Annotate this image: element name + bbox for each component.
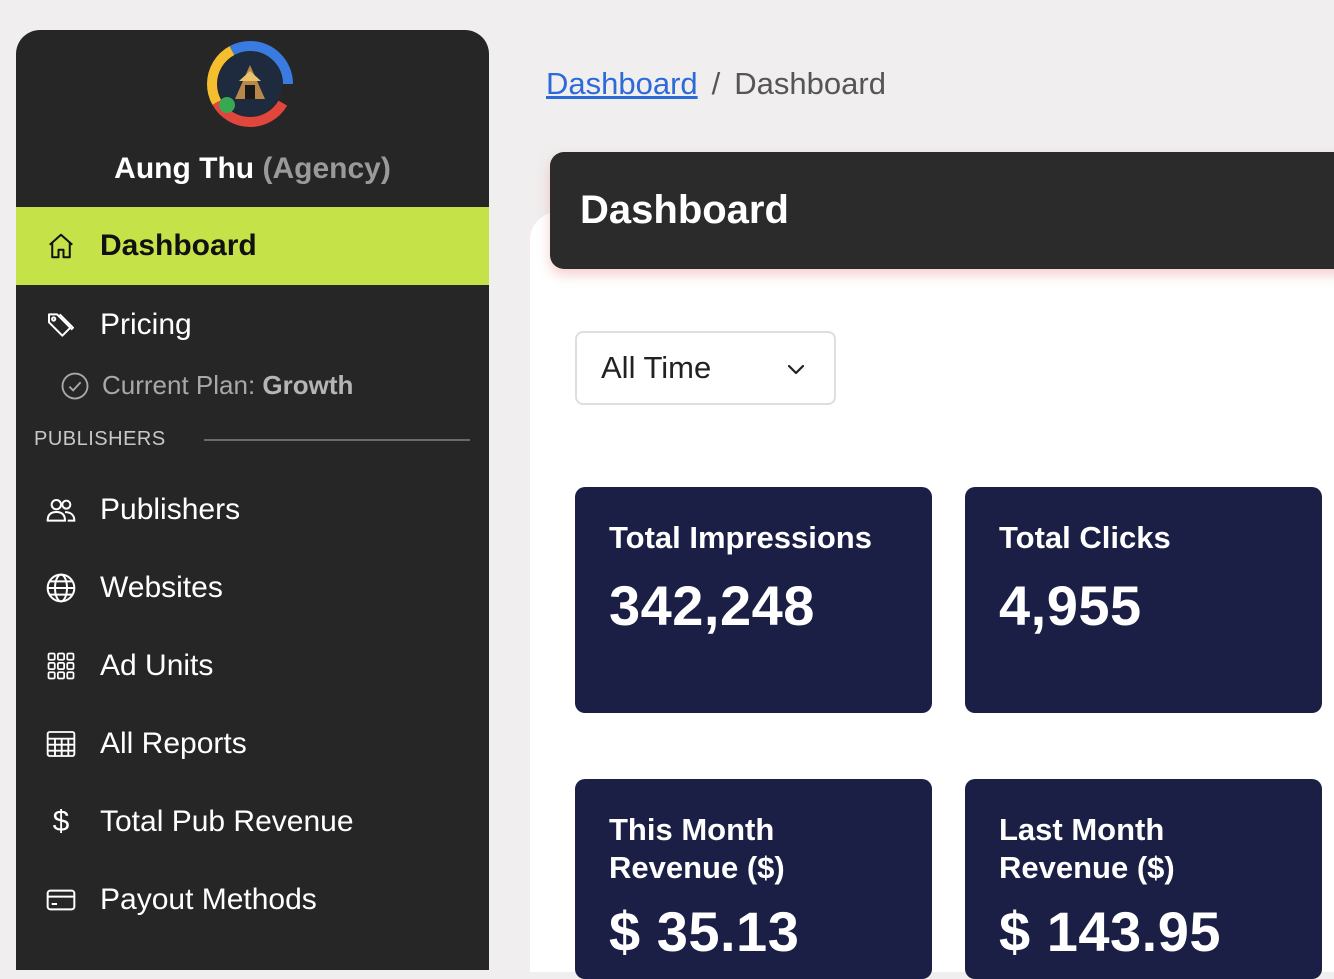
sidebar-item-ad-units[interactable]: Ad Units xyxy=(16,627,489,705)
stat-value: $ 35.13 xyxy=(609,900,800,963)
sidebar-item-label: Publishers xyxy=(100,493,241,526)
stat-label: Total Clicks xyxy=(999,520,1171,555)
plan-name: Growth xyxy=(262,370,354,400)
sidebar-item-label: Dashboard xyxy=(100,229,257,262)
grid-icon xyxy=(44,649,78,683)
stat-card-total-impressions: Total Impressions 342,248 xyxy=(575,487,932,713)
sidebar-item-label: Websites xyxy=(100,571,223,604)
stat-label-line2: Revenue ($) xyxy=(999,850,1175,885)
stat-card-total-clicks: Total Clicks 4,955 xyxy=(965,487,1322,713)
dollar-icon: $ xyxy=(52,805,70,838)
stat-label: Total Impressions xyxy=(609,520,872,555)
time-range-select[interactable]: All Time xyxy=(575,331,836,405)
check-circle-icon xyxy=(60,371,90,401)
stat-value: 4,955 xyxy=(999,574,1142,637)
sidebar-item-label: Total Pub Revenue xyxy=(100,805,354,838)
page-header: Dashboard xyxy=(550,152,1334,269)
chevron-down-icon xyxy=(787,364,805,375)
tag-icon xyxy=(44,308,78,342)
stat-label-line1: This Month xyxy=(609,812,775,847)
breadcrumb-separator: / xyxy=(711,66,721,101)
page-title: Dashboard xyxy=(580,188,789,232)
user-name: Aung Thu (Agency) xyxy=(16,152,489,186)
breadcrumb: Dashboard / Dashboard xyxy=(546,66,886,102)
user-role: (Agency) xyxy=(262,152,391,185)
sidebar-item-dashboard[interactable]: Dashboard xyxy=(16,207,489,285)
sidebar-item-pricing[interactable]: Pricing xyxy=(16,286,489,364)
section-heading-publishers: PUBLISHERS xyxy=(34,428,166,450)
sidebar-item-payout-methods[interactable]: Payout Methods xyxy=(16,861,489,939)
agency-avatar[interactable] xyxy=(207,41,293,127)
stat-card-last-month-revenue: Last Month Revenue ($) $ 143.95 xyxy=(965,779,1322,979)
sidebar-item-total-pub-revenue[interactable]: $ Total Pub Revenue xyxy=(16,783,489,861)
stat-label-line2: Revenue ($) xyxy=(609,850,785,885)
plan-prefix: Current Plan: xyxy=(102,370,256,400)
sidebar: Aung Thu (Agency) Dashboard Pricing Curr… xyxy=(16,30,489,970)
user-name-text: Aung Thu xyxy=(114,152,255,185)
stat-card-this-month-revenue: This Month Revenue ($) $ 35.13 xyxy=(575,779,932,979)
time-range-value: All Time xyxy=(601,350,712,385)
sidebar-item-all-reports[interactable]: All Reports xyxy=(16,705,489,783)
credit-card-icon xyxy=(44,883,78,917)
globe-icon xyxy=(44,571,78,605)
sidebar-item-label: Ad Units xyxy=(100,649,214,682)
sidebar-item-label: All Reports xyxy=(100,727,247,760)
stat-value: 342,248 xyxy=(609,574,815,637)
section-divider xyxy=(204,439,470,441)
stat-label-line1: Last Month xyxy=(999,812,1165,847)
breadcrumb-link-dashboard[interactable]: Dashboard xyxy=(546,66,698,101)
table-icon xyxy=(44,727,78,761)
sidebar-item-publishers[interactable]: Publishers xyxy=(16,471,489,549)
current-plan: Current Plan: Growth xyxy=(60,370,353,401)
sidebar-item-label: Payout Methods xyxy=(100,883,317,916)
stat-value: $ 143.95 xyxy=(999,900,1221,963)
home-icon xyxy=(44,229,78,263)
users-icon xyxy=(44,493,78,527)
sidebar-item-label: Pricing xyxy=(100,308,192,341)
breadcrumb-current: Dashboard xyxy=(734,66,886,101)
sidebar-item-websites[interactable]: Websites xyxy=(16,549,489,627)
